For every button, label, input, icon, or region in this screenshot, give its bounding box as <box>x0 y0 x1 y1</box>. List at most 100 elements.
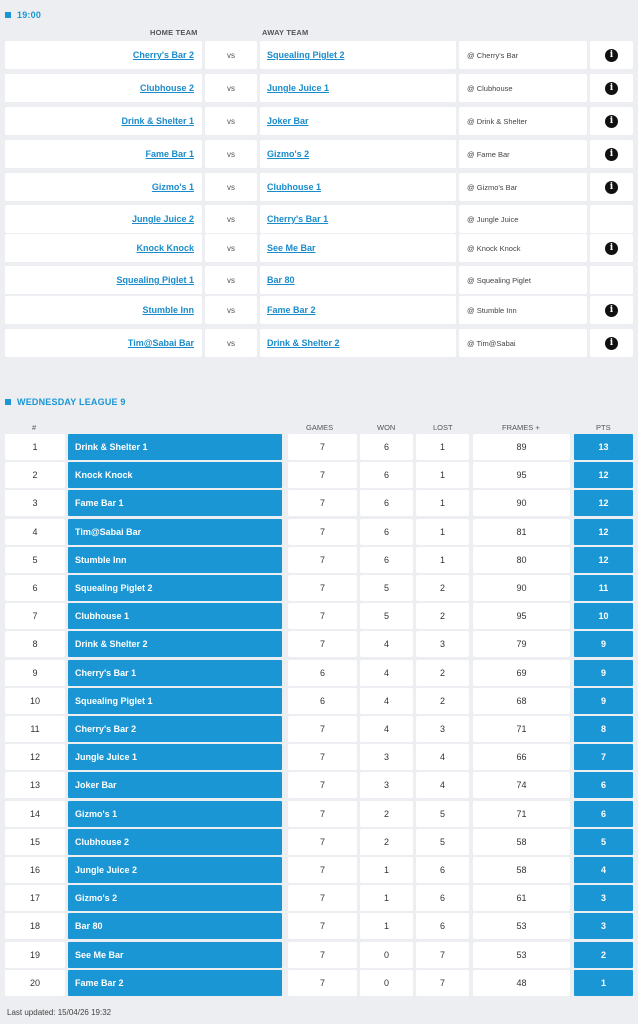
vs-cell: vs <box>205 74 257 102</box>
info-circle-icon[interactable]: i <box>605 180 618 194</box>
info-circle-icon[interactable]: i <box>605 48 618 62</box>
table-row: 13 Joker Bar 7 3 4 74 6 <box>0 772 638 798</box>
fixture-row: Clubhouse 2 vs Jungle Juice 1 @ Clubhouse i <box>0 74 638 102</box>
home-team-link[interactable]: Fame Bar 1 <box>145 149 194 159</box>
frames-cell: 90 <box>473 575 570 601</box>
home-team-cell: Fame Bar 1 <box>5 140 202 168</box>
away-team-link[interactable]: Drink & Shelter 2 <box>267 338 340 348</box>
games-cell: 7 <box>288 462 357 488</box>
frames-cell: 79 <box>473 631 570 657</box>
away-team-link[interactable]: Fame Bar 2 <box>267 305 316 315</box>
venue-cell: @ Tim@Sabai <box>459 329 587 357</box>
home-team-link[interactable]: Squealing Piglet 1 <box>116 275 194 285</box>
lost-cell: 4 <box>416 744 469 770</box>
fixture-row: Stumble Inn vs Fame Bar 2 @ Stumble Inn i <box>0 296 638 324</box>
table-row: 14 Gizmo's 1 7 2 5 71 6 <box>0 801 638 827</box>
home-team-link[interactable]: Stumble Inn <box>142 305 195 315</box>
team-name-cell[interactable]: Gizmo's 1 <box>68 801 282 827</box>
away-team-link[interactable]: See Me Bar <box>267 243 316 253</box>
points-cell: 12 <box>574 462 633 488</box>
away-team-link[interactable]: Squealing Piglet 2 <box>267 50 345 60</box>
fixture-row: Gizmo's 1 vs Clubhouse 1 @ Gizmo's Bar i <box>0 173 638 201</box>
away-team-link[interactable]: Joker Bar <box>267 116 309 126</box>
away-team-cell: Squealing Piglet 2 <box>260 41 456 69</box>
venue-cell: @ Fame Bar <box>459 140 587 168</box>
lost-cell: 2 <box>416 603 469 629</box>
frames-cell: 90 <box>473 490 570 516</box>
team-name-cell[interactable]: Clubhouse 1 <box>68 603 282 629</box>
info-circle-icon[interactable]: i <box>605 147 618 161</box>
lost-header: LOST <box>433 423 453 432</box>
info-cell: i <box>590 74 633 102</box>
away-team-cell: Jungle Juice 1 <box>260 74 456 102</box>
info-circle-icon[interactable]: i <box>605 241 618 255</box>
fixture-row: Drink & Shelter 1 vs Joker Bar @ Drink & Sh… <box>0 107 638 135</box>
away-team-link[interactable]: Clubhouse 1 <box>267 182 322 192</box>
frames-cell: 48 <box>473 970 570 996</box>
table-row: 2 Knock Knock 7 6 1 95 12 <box>0 462 638 488</box>
home-team-link[interactable]: Tim@Sabai Bar <box>127 338 194 348</box>
team-name-cell[interactable]: Cherry's Bar 1 <box>68 660 282 686</box>
lost-cell: 2 <box>416 575 469 601</box>
info-circle-icon[interactable]: i <box>605 336 618 350</box>
away-team-header: AWAY TEAM <box>262 28 309 37</box>
away-team-link[interactable]: Cherry's Bar 1 <box>267 214 329 224</box>
team-name-cell[interactable]: Jungle Juice 1 <box>68 744 282 770</box>
team-name-cell[interactable]: Jungle Juice 2 <box>68 857 282 883</box>
vs-label: vs <box>227 116 235 126</box>
team-name-cell[interactable]: Squealing Piglet 1 <box>68 688 282 714</box>
team-name-cell[interactable]: Knock Knock <box>68 462 282 488</box>
away-team-link[interactable]: Bar 80 <box>267 275 295 285</box>
team-name-cell[interactable]: Fame Bar 2 <box>68 970 282 996</box>
home-team-link[interactable]: Cherry's Bar 2 <box>132 50 194 60</box>
table-row: 17 Gizmo's 2 7 1 6 61 3 <box>0 885 638 911</box>
games-cell: 6 <box>288 688 357 714</box>
home-team-link[interactable]: Drink & Shelter 1 <box>121 116 194 126</box>
points-cell: 13 <box>574 434 633 460</box>
away-team-cell: See Me Bar <box>260 234 456 262</box>
info-circle-icon[interactable]: i <box>605 303 618 317</box>
table-row: 9 Cherry's Bar 1 6 4 2 69 9 <box>0 660 638 686</box>
frames-cell: 81 <box>473 519 570 545</box>
team-name-cell[interactable]: Gizmo's 2 <box>68 885 282 911</box>
home-team-link[interactable]: Jungle Juice 2 <box>131 214 194 224</box>
vs-cell: vs <box>205 173 257 201</box>
team-name-cell[interactable]: Fame Bar 1 <box>68 490 282 516</box>
team-name-cell[interactable]: Bar 80 <box>68 913 282 939</box>
team-name-cell[interactable]: Clubhouse 2 <box>68 829 282 855</box>
lost-cell: 6 <box>416 885 469 911</box>
away-team-cell: Clubhouse 1 <box>260 173 456 201</box>
won-cell: 1 <box>360 885 413 911</box>
games-cell: 7 <box>288 744 357 770</box>
team-name-cell[interactable]: Cherry's Bar 2 <box>68 716 282 742</box>
vs-label: vs <box>227 83 235 93</box>
away-team-cell: Cherry's Bar 1 <box>260 205 456 233</box>
team-name-cell[interactable]: Drink & Shelter 2 <box>68 631 282 657</box>
away-team-link[interactable]: Jungle Juice 1 <box>267 83 330 93</box>
home-team-link[interactable]: Clubhouse 2 <box>139 83 194 93</box>
info-circle-icon[interactable]: i <box>605 81 618 95</box>
team-name-cell[interactable]: See Me Bar <box>68 942 282 968</box>
team-name-cell[interactable]: Tim@Sabai Bar <box>68 519 282 545</box>
team-name-cell[interactable]: Stumble Inn <box>68 547 282 573</box>
vs-label: vs <box>227 182 235 192</box>
team-name-cell[interactable]: Drink & Shelter 1 <box>68 434 282 460</box>
position-cell: 18 <box>5 913 65 939</box>
home-team-cell: Drink & Shelter 1 <box>5 107 202 135</box>
points-cell: 11 <box>574 575 633 601</box>
home-team-cell: Jungle Juice 2 <box>5 205 202 233</box>
home-team-link[interactable]: Gizmo's 1 <box>151 182 194 192</box>
info-circle-icon[interactable]: i <box>605 114 618 128</box>
frames-cell: 95 <box>473 462 570 488</box>
team-name-cell[interactable]: Joker Bar <box>68 772 282 798</box>
frames-cell: 80 <box>473 547 570 573</box>
team-name-cell[interactable]: Squealing Piglet 2 <box>68 575 282 601</box>
vs-label: vs <box>227 50 235 60</box>
vs-cell: vs <box>205 329 257 357</box>
table-row: 1 Drink & Shelter 1 7 6 1 89 13 <box>0 434 638 460</box>
frames-cell: 71 <box>473 801 570 827</box>
home-team-link[interactable]: Knock Knock <box>136 243 194 253</box>
position-cell: 3 <box>5 490 65 516</box>
venue-label: @ Clubhouse <box>467 83 513 93</box>
away-team-link[interactable]: Gizmo's 2 <box>267 149 310 159</box>
